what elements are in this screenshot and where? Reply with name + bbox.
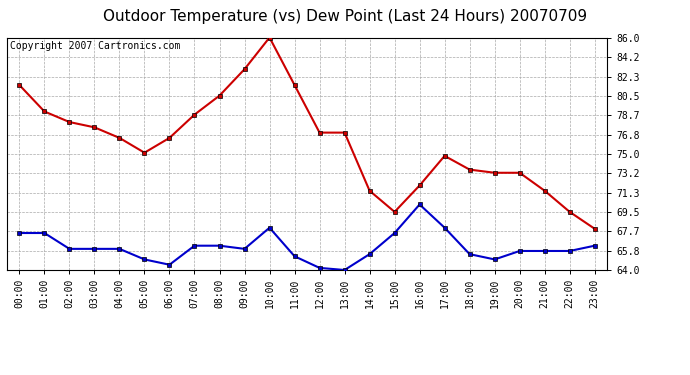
Text: Copyright 2007 Cartronics.com: Copyright 2007 Cartronics.com <box>10 41 180 51</box>
Text: Outdoor Temperature (vs) Dew Point (Last 24 Hours) 20070709: Outdoor Temperature (vs) Dew Point (Last… <box>103 9 587 24</box>
